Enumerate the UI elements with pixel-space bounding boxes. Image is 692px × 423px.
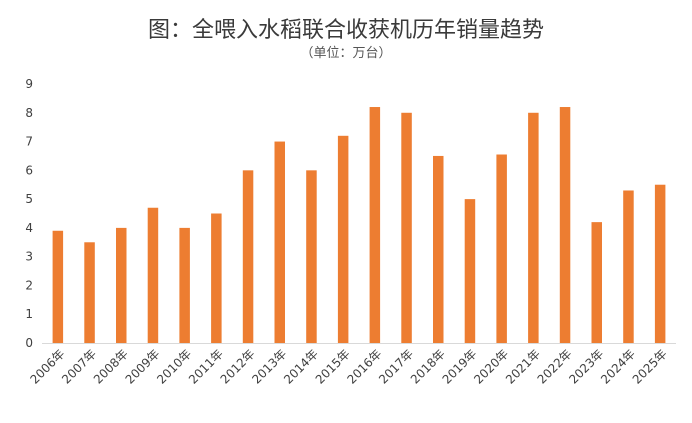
y-tick-label: 3 <box>25 250 33 264</box>
x-tick-label: 2018年 <box>408 347 448 387</box>
x-tick-label: 2016年 <box>344 347 384 387</box>
y-tick-label: 7 <box>25 135 33 149</box>
bar <box>654 184 666 343</box>
bar-series <box>52 107 666 344</box>
x-tick-label: 2013年 <box>249 347 289 387</box>
chart-subtitle: （单位：万台） <box>300 46 391 61</box>
x-tick-label: 2011年 <box>186 347 226 387</box>
bar <box>401 112 412 344</box>
bar <box>147 207 159 343</box>
bar <box>337 135 349 343</box>
y-tick-label: 9 <box>25 77 33 91</box>
y-tick-label: 4 <box>25 221 33 235</box>
x-tick-label: 2015年 <box>313 347 353 387</box>
bar <box>179 227 190 343</box>
bar <box>306 170 317 343</box>
y-tick-label: 6 <box>25 163 33 177</box>
bar <box>464 199 476 343</box>
x-tick-label: 2007年 <box>59 347 99 387</box>
bar <box>623 190 634 343</box>
bar <box>433 155 444 343</box>
x-tick-label: 2019年 <box>440 347 480 387</box>
x-tick-label: 2009年 <box>123 347 163 387</box>
x-tick-label: 2024年 <box>598 347 638 387</box>
y-tick-label: 1 <box>25 307 33 321</box>
x-tick-label: 2008年 <box>91 347 131 387</box>
bar <box>84 242 95 343</box>
chart-title: 图：全喂入水稻联合收获机历年销量趋势 <box>148 18 544 43</box>
bar <box>116 227 127 343</box>
bar <box>528 112 539 344</box>
x-tick-label: 2010年 <box>154 347 194 387</box>
x-tick-label: 2017年 <box>376 347 416 387</box>
x-axis: 2006年2007年2008年2009年2010年2011年2012年2013年… <box>27 347 669 387</box>
x-tick-label: 2023年 <box>566 347 606 387</box>
y-tick-label: 8 <box>25 106 33 120</box>
x-tick-label: 2012年 <box>218 347 258 387</box>
x-tick-label: 2006年 <box>27 347 67 387</box>
bar <box>52 230 64 343</box>
x-tick-label: 2020年 <box>471 347 511 387</box>
bar <box>369 107 381 344</box>
bar <box>274 141 285 343</box>
bar <box>242 170 254 343</box>
bar <box>496 154 507 343</box>
y-tick-label: 5 <box>25 192 33 206</box>
y-tick-label: 0 <box>25 336 33 350</box>
x-tick-label: 2014年 <box>281 347 321 387</box>
y-tick-label: 2 <box>25 278 33 292</box>
x-tick-label: 2021年 <box>503 347 543 387</box>
bar <box>591 222 602 343</box>
bar <box>559 107 571 344</box>
bar <box>211 213 222 343</box>
x-tick-label: 2022年 <box>535 347 575 387</box>
x-tick-label: 2025年 <box>630 347 670 387</box>
y-axis: 0 1 2 3 4 5 6 7 8 9 <box>25 77 33 350</box>
